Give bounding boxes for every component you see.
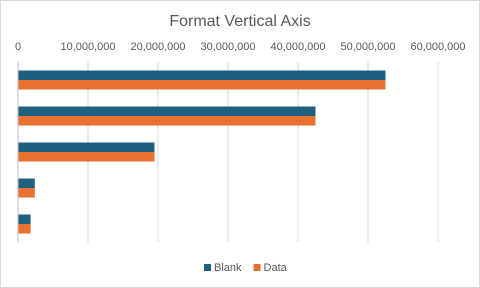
legend-label: Data <box>264 262 288 274</box>
bar <box>18 224 31 234</box>
x-tick-label: 50,000,000 <box>340 41 395 53</box>
x-tick-label: 60,000,000 <box>410 41 465 53</box>
x-tick-label: 0 <box>15 41 21 53</box>
x-tick-label: 30,000,000 <box>200 41 255 53</box>
bar <box>18 106 316 116</box>
legend-swatch <box>253 264 261 271</box>
bar <box>18 116 316 126</box>
x-tick-label: 10,000,000 <box>60 41 115 53</box>
bar <box>18 178 35 188</box>
legend-swatch <box>204 264 211 271</box>
bar <box>18 152 155 162</box>
bar <box>18 142 155 152</box>
bar <box>18 80 386 90</box>
legend-label: Blank <box>214 262 242 274</box>
bar <box>18 214 31 224</box>
x-tick-label: 40,000,000 <box>270 41 325 53</box>
bar <box>18 188 35 198</box>
x-tick-label: 20,000,000 <box>130 41 185 53</box>
bar <box>18 70 386 80</box>
chart-title: Format Vertical Axis <box>169 13 310 30</box>
